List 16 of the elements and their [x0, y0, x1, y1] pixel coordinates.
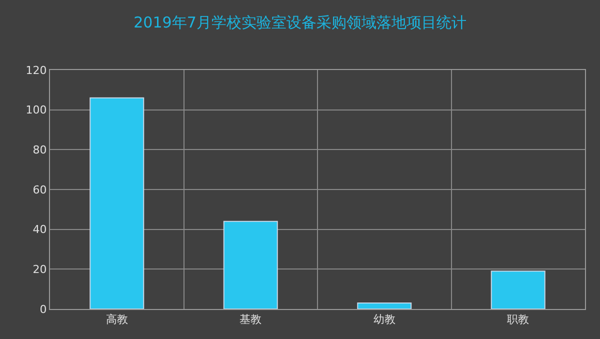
x-tick-label: 幼教 [373, 313, 396, 326]
bar [90, 97, 144, 309]
x-tick-label: 基教 [240, 313, 262, 326]
y-tick-label: 0 [40, 302, 47, 316]
y-tick-label: 20 [32, 263, 47, 276]
y-tick-label: 60 [32, 183, 47, 196]
y-tick-label: 100 [26, 104, 47, 117]
y-tick-label: 40 [32, 223, 47, 236]
bar [223, 220, 278, 309]
y-tick-label: 80 [32, 144, 47, 157]
x-tick-label: 职教 [507, 313, 530, 326]
y-tick-label: 120 [26, 64, 47, 77]
x-tick-label: 高教 [106, 313, 128, 326]
bar [490, 270, 546, 309]
chart-title: 2019年7月学校实验室设备采购领域落地项目统计 [134, 13, 466, 32]
bar [357, 302, 412, 309]
